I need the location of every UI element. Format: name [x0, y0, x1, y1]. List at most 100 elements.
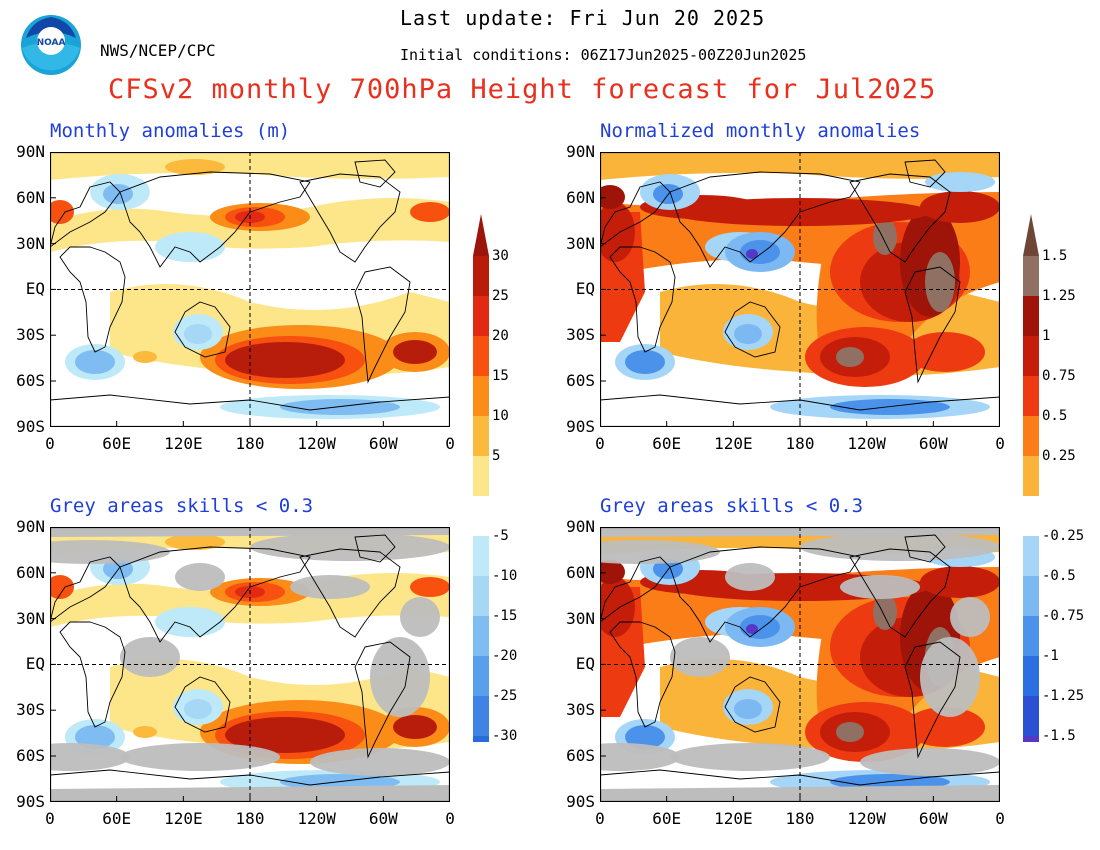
coastline — [50, 556, 121, 623]
colorbar-swatch — [473, 376, 489, 416]
map-panel-normalized-skill — [600, 527, 1000, 802]
lat-label: 30S — [16, 700, 45, 720]
last-update-text: Last update: Fri Jun 20 2025 — [400, 6, 766, 30]
colorbar-label: 20 — [492, 328, 509, 344]
coastline — [50, 769, 450, 802]
coastline — [724, 676, 781, 733]
lat-label: 90S — [566, 416, 595, 436]
lat-label: EQ — [575, 279, 595, 299]
anomaly-contour — [50, 200, 74, 224]
coastline — [59, 246, 126, 353]
low-skill-mask — [670, 637, 730, 677]
noaa-logo-text: NOAA — [37, 38, 66, 48]
coastline — [904, 266, 961, 384]
coastline — [609, 621, 676, 728]
low-skill-mask — [725, 563, 775, 591]
low-skill-mask — [600, 527, 1000, 537]
colorbar-swatch — [1023, 296, 1039, 336]
lat-label: 60N — [16, 187, 45, 207]
anomaly-contour — [600, 560, 625, 584]
coastline — [669, 546, 861, 643]
lon-label: 60E — [102, 434, 132, 453]
lon-label: 180 — [785, 434, 815, 453]
lat-label: EQ — [25, 654, 45, 674]
lon-label: 60E — [652, 809, 682, 828]
lon-label: 180 — [785, 809, 815, 828]
anomaly-contour — [873, 594, 897, 630]
lat-label: EQ — [25, 279, 45, 299]
anomaly-contour — [184, 699, 212, 719]
anomaly-contour — [410, 202, 450, 222]
coastline — [174, 676, 231, 733]
colorbar-swatch — [1023, 336, 1039, 376]
colorbar-swatch — [473, 336, 489, 376]
colorbar-swatch — [473, 736, 489, 776]
colorbar-swatch — [473, 456, 489, 496]
colorbar-label: 10 — [492, 408, 509, 424]
coastline — [50, 181, 121, 248]
anomaly-contour — [75, 725, 115, 749]
colorbar-label: -1.25 — [1042, 688, 1085, 704]
panel-title-bottom-right: Grey areas skills < 0.3 — [600, 495, 864, 517]
org-label: NWS/NCEP/CPC — [100, 41, 216, 60]
coastline — [849, 548, 951, 638]
coastline — [904, 159, 946, 188]
colorbar-swatch — [473, 576, 489, 616]
colorbar-label: 1.25 — [1042, 288, 1076, 304]
anomaly-contour — [225, 342, 345, 378]
lon-label: 0 — [45, 809, 55, 828]
colorbar-swatch — [1023, 656, 1039, 696]
coastline — [299, 548, 401, 638]
colorbar-label: -0.75 — [1042, 608, 1085, 624]
anomaly-contour — [734, 699, 762, 719]
lon-label: 0 — [445, 809, 455, 828]
lon-label: 60W — [368, 809, 398, 828]
map-panel-normalized — [600, 152, 1000, 427]
colorbar-label: -0.25 — [1042, 528, 1085, 544]
low-skill-mask — [600, 743, 680, 771]
lon-label: 120E — [164, 434, 203, 453]
coastline — [354, 159, 396, 188]
lat-label: 90S — [566, 791, 595, 811]
anomaly-contour — [165, 534, 225, 550]
low-skill-mask — [920, 637, 980, 717]
low-skill-mask — [800, 533, 1000, 561]
coastline — [354, 534, 396, 563]
anomaly-contour — [905, 707, 985, 747]
lon-label: 120W — [847, 434, 886, 453]
colorbar-label: -0.5 — [1042, 568, 1076, 584]
anomaly-contour — [746, 624, 758, 634]
coastline — [59, 621, 126, 728]
coastline — [119, 546, 311, 643]
colorbar-label: -10 — [492, 568, 518, 584]
lat-label: 30S — [16, 325, 45, 345]
low-skill-mask — [310, 748, 450, 776]
coastline — [354, 266, 411, 384]
lon-label: 0 — [995, 434, 1005, 453]
lat-label: 60S — [16, 746, 45, 765]
lat-label: 30S — [566, 325, 595, 345]
lat-label: 30N — [566, 608, 595, 628]
low-skill-mask — [840, 575, 920, 599]
anomaly-contour — [393, 340, 437, 364]
lat-label: EQ — [575, 654, 595, 674]
lat-label: 90N — [566, 142, 595, 161]
lat-label: 60N — [16, 562, 45, 582]
low-skill-mask — [175, 563, 225, 591]
colorbar-label: 0.5 — [1042, 408, 1068, 424]
colorbar-swatch — [1023, 496, 1039, 536]
coastline — [600, 181, 671, 248]
anomaly-contour — [836, 347, 864, 367]
anomaly-contour — [873, 219, 897, 255]
colorbar-label: -25 — [492, 688, 518, 704]
lon-label: 180 — [235, 809, 265, 828]
lon-label: 60E — [102, 809, 132, 828]
anomaly-contour — [184, 324, 212, 344]
coastline — [299, 173, 401, 263]
colorbar-swatch — [473, 416, 489, 456]
lon-label: 0 — [995, 809, 1005, 828]
page-title: CFSv2 monthly 700hPa Height forecast for… — [108, 74, 937, 105]
colorbar-label: -5 — [492, 528, 509, 544]
lon-label: 60W — [918, 434, 948, 453]
anomaly-contour — [920, 191, 1000, 223]
